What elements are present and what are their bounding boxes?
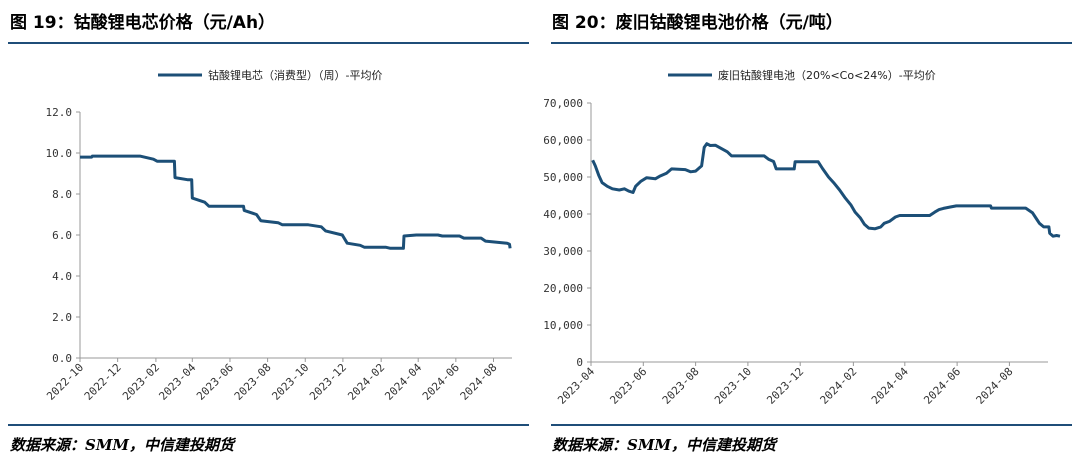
right-x-tick-label: 2023-10 xyxy=(712,365,754,407)
left-y-tick-label: 12.0 xyxy=(46,106,73,119)
right-legend-label: 废旧钴酸锂电池（20%<Co<24%）-平均价 xyxy=(718,68,936,82)
right-chart-title: 图 20：废旧钴酸锂电池价格（元/吨） xyxy=(552,13,843,33)
right-x-tick-label: 2024-06 xyxy=(921,365,963,407)
right-x-tick-label: 2024-08 xyxy=(974,365,1016,407)
right-y-tick-label: 50,000 xyxy=(543,171,583,184)
left-x-tick-label: 2023-08 xyxy=(232,361,274,403)
right-x-tick-label: 2023-12 xyxy=(764,365,806,407)
left-source-note: 数据来源：SMM，中信建投期货 xyxy=(10,436,235,454)
left-x-tick-label: 2022-10 xyxy=(44,361,86,403)
right-x-tick-label: 2023-04 xyxy=(555,365,597,407)
right-y-tick-label: 70,000 xyxy=(543,97,583,110)
left-x-tick-label: 2023-02 xyxy=(120,361,162,403)
right-y-tick-label: 30,000 xyxy=(543,245,583,258)
left-bottom-rule xyxy=(8,424,529,426)
left-series-line xyxy=(80,154,512,250)
right-y-tick-label: 40,000 xyxy=(543,208,583,221)
left-y-tick-label: 6.0 xyxy=(52,229,72,242)
right-x-tick-label: 2024-04 xyxy=(869,365,911,407)
right-y-tick-label: 60,000 xyxy=(543,134,583,147)
left-top-rule xyxy=(8,42,529,44)
left-x-tick-label: 2023-04 xyxy=(156,361,198,403)
left-y-tick-label: 10.0 xyxy=(46,147,73,160)
left-x-tick-label: 2023-06 xyxy=(194,361,236,403)
right-series-line xyxy=(591,142,1061,238)
left-x-tick-label: 2023-12 xyxy=(307,361,349,403)
left-x-tick-label: 2024-04 xyxy=(382,361,424,403)
right-top-rule xyxy=(551,42,1072,44)
left-x-tick-label: 2024-06 xyxy=(420,361,462,403)
right-x-tick-label: 2024-02 xyxy=(818,365,860,407)
right-x-tick-label: 2023-08 xyxy=(660,365,702,407)
left-y-tick-label: 8.0 xyxy=(52,188,72,201)
left-x-tick-label: 2024-02 xyxy=(345,361,387,403)
left-x-tick-label: 2024-08 xyxy=(458,361,500,403)
right-bottom-rule xyxy=(551,424,1072,426)
right-y-tick-label: 20,000 xyxy=(543,282,583,295)
left-x-tick-label: 2022-12 xyxy=(82,361,124,403)
left-y-tick-label: 2.0 xyxy=(52,311,72,324)
left-legend-label: 钴酸锂电芯（消费型）（周）-平均价 xyxy=(208,68,382,82)
right-x-tick-label: 2023-06 xyxy=(607,365,649,407)
left-chart-title: 图 19：钴酸锂电芯价格（元/Ah） xyxy=(10,13,276,33)
right-y-tick-label: 10,000 xyxy=(543,319,583,332)
left-y-tick-label: 0.0 xyxy=(52,352,72,365)
left-x-tick-label: 2023-10 xyxy=(269,361,311,403)
left-y-tick-label: 4.0 xyxy=(52,270,72,283)
right-y-tick-label: 0 xyxy=(576,356,583,369)
right-source-note: 数据来源：SMM，中信建投期货 xyxy=(552,436,777,454)
